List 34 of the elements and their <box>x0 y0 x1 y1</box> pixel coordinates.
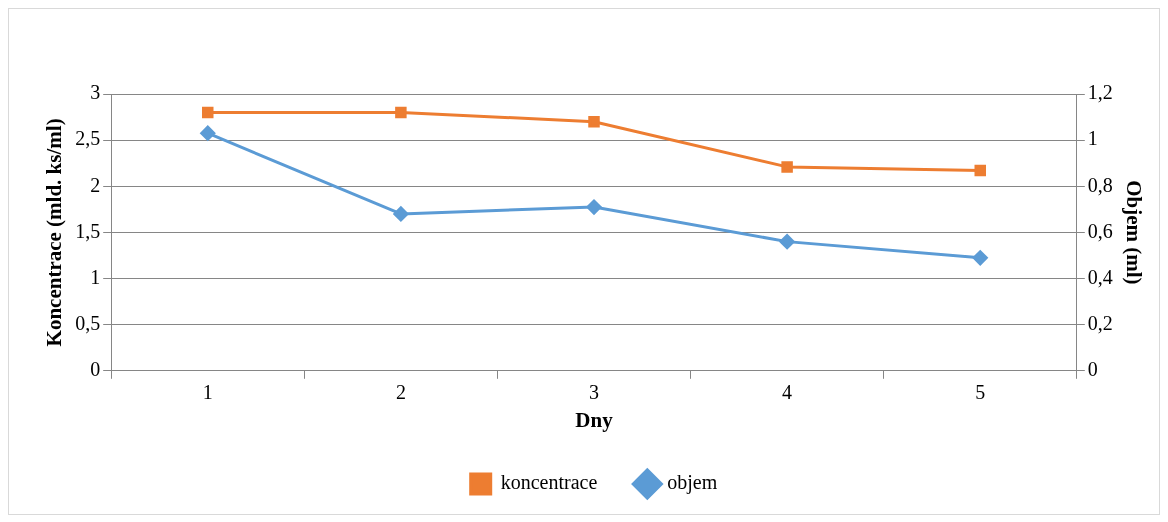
x-tick-label: 3 <box>589 381 599 404</box>
y-tick-label: 1 <box>90 265 101 288</box>
point <box>586 199 602 215</box>
y-tick-label: 2,5 <box>75 127 101 150</box>
y-tick-label: 2 <box>90 173 101 196</box>
point <box>588 115 600 128</box>
point <box>972 250 988 266</box>
y-tick-label: 3 <box>90 81 101 104</box>
y2-tick-label: 0,2 <box>1087 311 1113 334</box>
x-tick-label: 1 <box>202 381 213 404</box>
x-tick-label: 5 <box>975 381 986 404</box>
y2-tick-label: 1 <box>1087 127 1098 150</box>
y-tick-label: 0 <box>90 358 101 381</box>
y2-tick-label: 1,2 <box>1087 81 1113 104</box>
point <box>200 125 216 141</box>
y-tick-label: 1,5 <box>75 219 101 242</box>
y2-tick-label: 0,8 <box>1087 173 1113 196</box>
legend-label: koncentrace <box>500 471 598 494</box>
y2-tick-label: 0,6 <box>1087 219 1113 242</box>
x-tick-label: 2 <box>395 381 406 404</box>
y2-tick-label: 0,4 <box>1087 265 1113 288</box>
legend-label: objem <box>667 471 718 495</box>
x-tick-label: 4 <box>782 381 793 404</box>
y-tick-label: 0,5 <box>75 311 101 334</box>
x-axis-title: Dny <box>575 407 614 432</box>
y2-axis-title: Objem (ml) <box>1121 180 1146 285</box>
point <box>781 161 793 173</box>
point <box>395 106 407 119</box>
y-axis-title: Koncentrace (mld. ks/ml) <box>42 118 67 347</box>
point <box>974 164 986 177</box>
y2-tick-label: 0 <box>1087 358 1098 381</box>
point <box>393 206 409 222</box>
point <box>779 234 795 250</box>
point <box>202 106 214 119</box>
